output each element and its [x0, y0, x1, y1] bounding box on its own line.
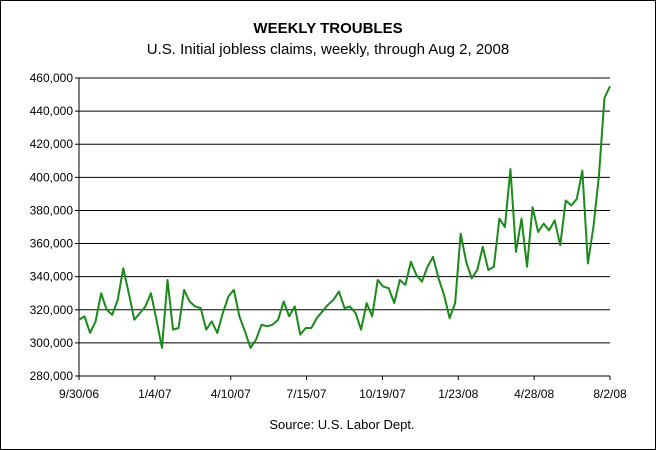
- y-tick-label: 340,000: [30, 270, 74, 284]
- gridlines: [79, 77, 610, 344]
- x-tick-label: 10/19/07: [359, 387, 406, 401]
- y-tick-label: 440,000: [30, 104, 74, 118]
- x-tick-label: 1/4/07: [138, 387, 172, 401]
- y-tick-label: 460,000: [30, 71, 74, 85]
- axes: [78, 78, 610, 377]
- y-tick-label: 420,000: [30, 137, 74, 151]
- x-tick-label: 4/10/07: [211, 387, 251, 401]
- x-tick-label: 1/23/08: [438, 387, 478, 401]
- series-layer: [78, 85, 611, 349]
- x-tick-label: 7/15/07: [287, 387, 327, 401]
- y-tick-label: 380,000: [30, 203, 74, 217]
- y-tick-label: 360,000: [30, 237, 74, 251]
- chart-title: WEEKLY TROUBLES: [253, 20, 402, 37]
- y-tick-label: 400,000: [30, 170, 74, 184]
- x-axis-ticks: 9/30/06 1/4/07 4/10/07 7/15/07 10/19/07 1/23/…: [59, 376, 627, 401]
- x-tick-label: 8/2/08: [593, 387, 627, 401]
- chart-subtitle: U.S. Initial jobless claims, weekly, thr…: [147, 41, 509, 58]
- y-tick-label: 300,000: [30, 336, 74, 350]
- y-tick-label: 280,000: [30, 369, 74, 383]
- series-line: [78, 85, 611, 349]
- x-tick-label: 9/30/06: [59, 387, 99, 401]
- y-axis-ticks: 280,000 300,000 320,000 340,000 360,000 380,0…: [30, 71, 79, 383]
- y-tick-label: 320,000: [30, 303, 74, 317]
- x-tick-label: 4/28/08: [514, 387, 554, 401]
- chart-source: Source: U.S. Labor Dept.: [269, 417, 414, 432]
